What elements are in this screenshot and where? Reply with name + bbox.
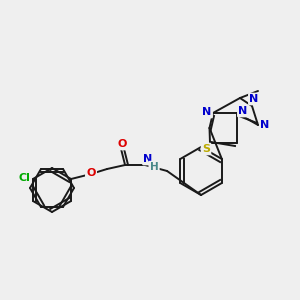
Text: N: N — [143, 154, 153, 164]
Text: Cl: Cl — [18, 173, 30, 183]
Text: S: S — [202, 144, 210, 154]
Text: N: N — [202, 107, 211, 117]
Text: N: N — [249, 94, 259, 104]
Text: N: N — [260, 120, 270, 130]
Text: H: H — [150, 162, 158, 172]
Text: O: O — [86, 168, 96, 178]
Text: N: N — [238, 106, 247, 116]
Text: O: O — [117, 139, 127, 149]
